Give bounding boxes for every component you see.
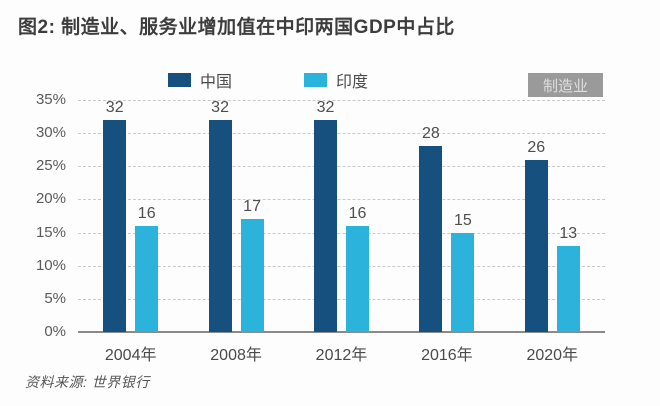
bar-value-label: 16 [137,204,156,222]
gridline-35 [78,100,605,101]
x-axis-label-2016年: 2016年 [421,347,473,364]
bar-中国-2016年: 28 [419,125,443,332]
y-tick-label-20: 20% [35,190,66,208]
bar-value-label: 32 [211,98,229,116]
y-tick-label-0: 0% [44,323,66,340]
bar-group-2016年: 28 15 2016年 [394,100,499,364]
bar-印度-2004年: 16 [135,205,159,332]
y-tick-label-15: 15% [35,223,66,241]
gridline-20 [78,199,605,201]
bar-value-label: 15 [453,211,472,229]
x-axis-label-2008年: 2008年 [210,347,262,364]
x-axis-label-2020年: 2020年 [526,347,579,364]
bar-value-label: 32 [105,98,124,116]
gridline-10 [78,265,605,267]
y-tick-label-10: 10% [35,256,66,274]
bar-value-label: 28 [421,125,440,143]
legend-label-india: 印度 [336,74,369,91]
bar-group-2012年: 32 16 2012年 [289,99,394,364]
bar-印度-2012年: 16 [345,205,369,332]
bar-印度-2020年: 13 [556,225,580,332]
bar-group-2008年: 32 17 2008年 [183,99,288,364]
gridline-15 [78,232,605,234]
bar-印度-2016年: 15 [451,212,475,332]
y-tick-label-5: 5% [44,289,66,307]
y-tick-label-35: 35% [35,91,66,108]
bar-value-label: 16 [348,204,367,222]
bar-印度-2008年: 17 [240,198,264,332]
legend: 中国 印度 [0,68,660,91]
bar-value-label: 32 [316,98,335,116]
bar-中国-2004年: 32 [103,99,127,332]
bar-group-2004年: 32 16 2004年 [78,99,183,364]
gridline-25 [78,166,605,168]
x-axis-line [78,331,605,333]
bar-group-2020年: 26 13 2020年 [500,100,605,364]
legend-item-india: 印度 [304,68,368,92]
source-note: 资料来源: 世界银行 [25,374,150,390]
legend-swatch-china [168,73,191,87]
chart-title: 图2: 制造业、服务业增加值在中印两国GDP中占比 [18,17,455,38]
bar-中国-2008年: 32 [208,99,232,332]
gridline-5 [78,298,605,300]
legend-swatch-india [304,73,327,87]
sector-badge: 制造业 [528,73,603,97]
gridline-30 [78,133,605,135]
x-axis-label-2004年: 2004年 [104,347,157,364]
legend-item-china: 中国 [168,68,232,92]
plot-area: 32 16 2004年 32 17 2008年 32 16 2012年 28 15 2016年 26 13… [78,99,605,364]
bar-value-label: 26 [527,138,546,156]
y-tick-label-25: 25% [35,157,66,175]
legend-label-china: 中国 [200,74,233,91]
x-axis-label-2012年: 2012年 [315,347,368,364]
y-tick-label-30: 30% [35,124,66,142]
bar-value-label: 17 [243,198,261,216]
bar-中国-2020年: 26 [524,139,548,332]
bar-value-label: 13 [559,224,578,242]
bar-中国-2012年: 32 [313,99,337,332]
